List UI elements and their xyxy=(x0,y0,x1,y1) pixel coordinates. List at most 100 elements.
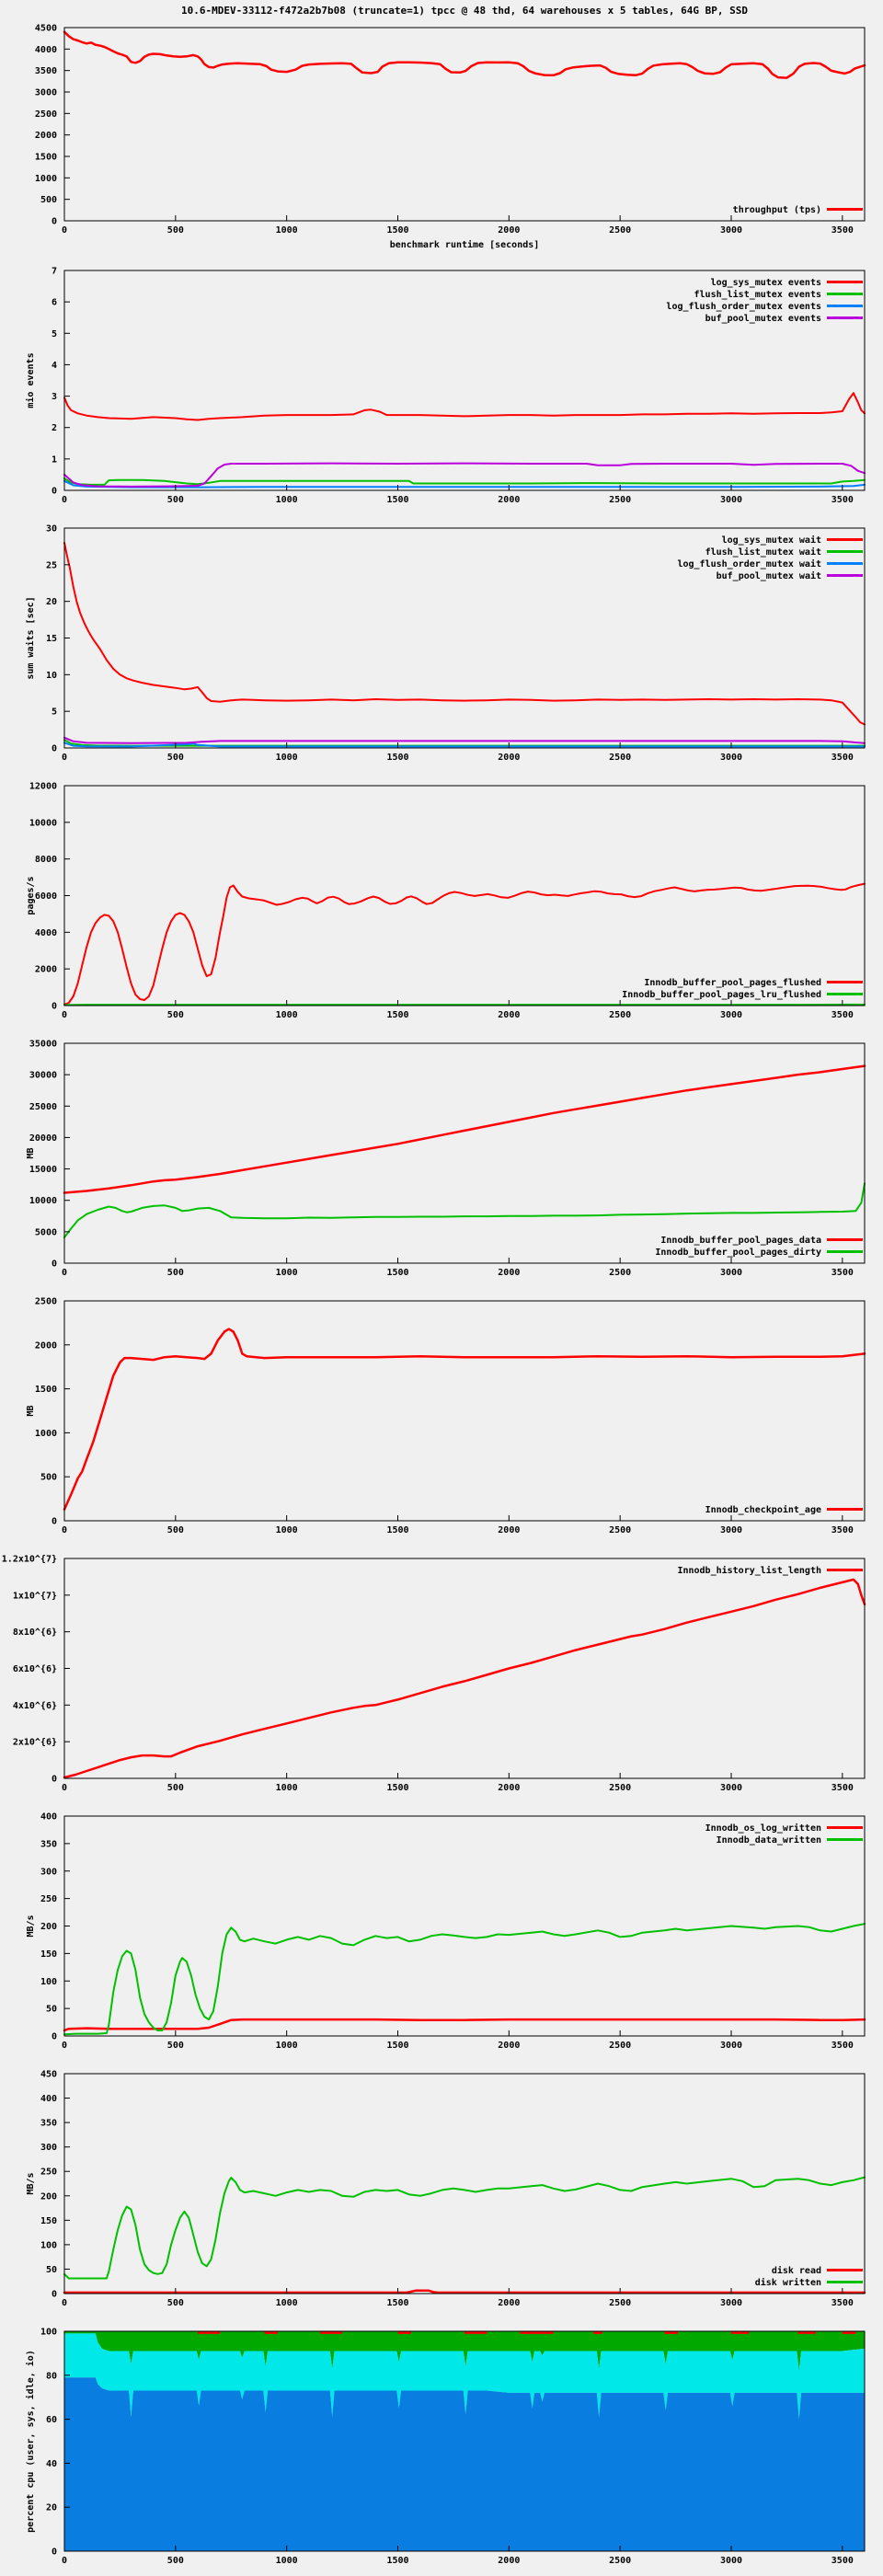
y-tick-label: 15 xyxy=(46,634,57,644)
series-flush-list-mutex-events xyxy=(63,477,866,486)
x-tick-label: 2000 xyxy=(498,753,520,763)
chart-buffer-pool-flushing: 0 2000 4000 6000 8000 10000 12000 0 500 1000 1500 2… xyxy=(0,773,883,1030)
chart-cpu-usage: 0 20 40 60 80 100 0 500 1000 1500 2000 2500 3000 3500… xyxy=(0,2318,883,2576)
y-tick-label: 2500 xyxy=(35,109,57,120)
y-tick-label: 20000 xyxy=(29,1133,57,1144)
buffer-pool-pages-plot: 0 5000 10000 15000 20000 25000 30000 35000 0 500 1… xyxy=(26,1040,866,1278)
x-tick-label: 500 xyxy=(167,2041,184,2051)
legend-label-log-sys-mutex-events: log_sys_mutex events xyxy=(711,278,821,288)
y-tick-label: 10000 xyxy=(29,1196,57,1206)
chart-throughput: 10.6-MDEV-33112-f472a2b7b08 (truncate=1)… xyxy=(0,0,883,258)
y-tick-label: 0 xyxy=(52,2290,57,2300)
mutex-waits-plot: 0 5 10 15 20 25 30 0 500 1000 1500 2000 2500 3000 3500… xyxy=(25,524,866,763)
y-tick-label: 12000 xyxy=(29,782,57,792)
x-tick-label: 2500 xyxy=(609,2298,631,2308)
x-tick-label: 500 xyxy=(167,1525,184,1535)
y-axis-label: mio events xyxy=(25,352,36,408)
y-tick-label: 350 xyxy=(40,2119,57,2129)
chart-history-list-length: 0 2x10^{6} 4x10^{6} 6x10^{6} 8x10^{6} 1x10^{7… xyxy=(0,1546,883,1803)
x-tick-label: 1000 xyxy=(276,225,298,236)
y-tick-label: 0 xyxy=(52,2547,57,2558)
x-tick-label: 1500 xyxy=(386,753,408,763)
series-log-flush-order-mutex-wait xyxy=(63,742,866,748)
disk-io-plot: 0 50 100 150 200 250 300 350 400 450 0 500 1000 1500 2… xyxy=(26,2070,866,2308)
series-innodb-history-list-length xyxy=(63,1578,866,1779)
x-tick-label: 3500 xyxy=(831,753,854,763)
y-tick-label: 0 xyxy=(52,487,57,497)
innodb-io-written-plot: 0 50 100 150 200 250 300 350 400 0 500 1000 1500 2000… xyxy=(26,1812,866,2051)
x-tick-label: 1500 xyxy=(386,1268,408,1278)
x-tick-label: 0 xyxy=(62,225,67,236)
x-tick-label: 2000 xyxy=(498,1268,520,1278)
series-innodb-buffer-pool-pages-data xyxy=(63,1064,866,1194)
y-tick-label: 2500 xyxy=(35,1297,57,1307)
y-tick-label: 5 xyxy=(52,707,57,718)
x-tick-label: 3500 xyxy=(831,1268,854,1278)
y-tick-label: 35000 xyxy=(29,1040,57,1050)
chart-title: 10.6-MDEV-33112-f472a2b7b08 (truncate=1)… xyxy=(181,5,748,17)
y-tick-label: 0 xyxy=(52,744,57,754)
y-tick-label: 500 xyxy=(40,195,57,205)
x-tick-label: 2000 xyxy=(498,2298,520,2308)
y-tick-label: 5000 xyxy=(35,1227,57,1237)
y-tick-label: 40 xyxy=(46,2459,57,2469)
x-tick-label: 3500 xyxy=(831,495,854,505)
x-tick-label: 2000 xyxy=(498,1783,520,1793)
y-tick-label: 2 xyxy=(52,423,57,433)
x-tick-label: 500 xyxy=(167,1783,184,1793)
plot-border xyxy=(63,2330,866,2552)
x-tick-label: 0 xyxy=(62,753,67,763)
y-axis-label: pages/s xyxy=(26,876,36,914)
x-tick-label: 2500 xyxy=(609,2556,631,2566)
x-tick-label: 500 xyxy=(167,225,184,236)
y-tick-label: 500 xyxy=(40,1473,57,1483)
y-tick-label: 1000 xyxy=(35,174,57,184)
y-tick-label: 1500 xyxy=(35,153,57,163)
x-tick-label: 1500 xyxy=(386,495,408,505)
y-tick-label: 5 xyxy=(52,329,57,339)
legend-label-flush-list-mutex-events: flush_list_mutex events xyxy=(694,289,821,300)
history-list-length-plot: 0 2x10^{6} 4x10^{6} 6x10^{6} 8x10^{6} 1x10^{7… xyxy=(2,1555,866,1793)
chart-buffer-pool-pages: 0 5000 10000 15000 20000 25000 30000 35000 0 500 1… xyxy=(0,1030,883,1288)
y-tick-label: 2x10^{6} xyxy=(13,1738,57,1748)
y-tick-label: 0 xyxy=(52,2032,57,2042)
y-tick-label: 15000 xyxy=(29,1165,57,1175)
y-tick-label: 300 xyxy=(40,2143,57,2153)
y-tick-label: 20 xyxy=(46,597,57,607)
x-tick-label: 3500 xyxy=(831,1783,854,1793)
x-tick-label: 0 xyxy=(62,1010,67,1020)
series-innodb-checkpoint-age xyxy=(63,1328,866,1511)
x-tick-label: 500 xyxy=(167,753,184,763)
chart-disk-io: 0 50 100 150 200 250 300 350 400 450 0 500 1000 1500 2… xyxy=(0,2061,883,2318)
x-tick-label: 2000 xyxy=(498,2041,520,2051)
y-tick-label: 150 xyxy=(40,1949,57,1960)
y-axis-label: percent cpu (user, sys, idle, io) xyxy=(25,2350,36,2533)
x-tick-label: 3000 xyxy=(720,753,742,763)
series-innodb-data-written xyxy=(63,1923,866,2036)
x-tick-label: 1500 xyxy=(386,225,408,236)
y-axis-label: MB xyxy=(26,1405,36,1416)
y-tick-label: 0 xyxy=(52,1517,57,1527)
y-tick-label: 200 xyxy=(40,1922,57,1932)
legend-label-disk-written: disk written xyxy=(755,2277,821,2288)
x-tick-label: 2500 xyxy=(609,1783,631,1793)
y-tick-label: 8000 xyxy=(35,855,57,865)
y-axis-label: MB/s xyxy=(26,2172,36,2194)
x-tick-label: 1500 xyxy=(386,2556,408,2566)
y-tick-label: 4 xyxy=(52,361,57,371)
y-tick-label: 200 xyxy=(40,2191,57,2202)
x-tick-label: 1000 xyxy=(276,753,298,763)
x-tick-label: 0 xyxy=(62,1525,67,1535)
legend-label-log-flush-order-mutex-wait: log_flush_order_mutex wait xyxy=(677,558,821,569)
chart-mutex-events: 0 1 2 3 4 5 6 7 0 500 1000 1500 2000 2500 3000 3500 mio … xyxy=(0,258,883,515)
x-tick-label: 1000 xyxy=(276,2556,298,2566)
legend-label-throughput-tps: throughput (tps) xyxy=(733,205,821,215)
y-tick-label: 0 xyxy=(52,217,57,227)
chart-innodb-io-written: 0 50 100 150 200 250 300 350 400 0 500 1000 1500 2000… xyxy=(0,1803,883,2061)
y-tick-label: 400 xyxy=(40,2094,57,2104)
x-tick-label: 1000 xyxy=(276,495,298,505)
y-tick-label: 3 xyxy=(52,392,57,402)
x-tick-label: 2500 xyxy=(609,225,631,236)
legend-label-innodb-buffer-pool-pages-lru-flushed: Innodb_buffer_pool_pages_lru_flushed xyxy=(622,990,821,1000)
